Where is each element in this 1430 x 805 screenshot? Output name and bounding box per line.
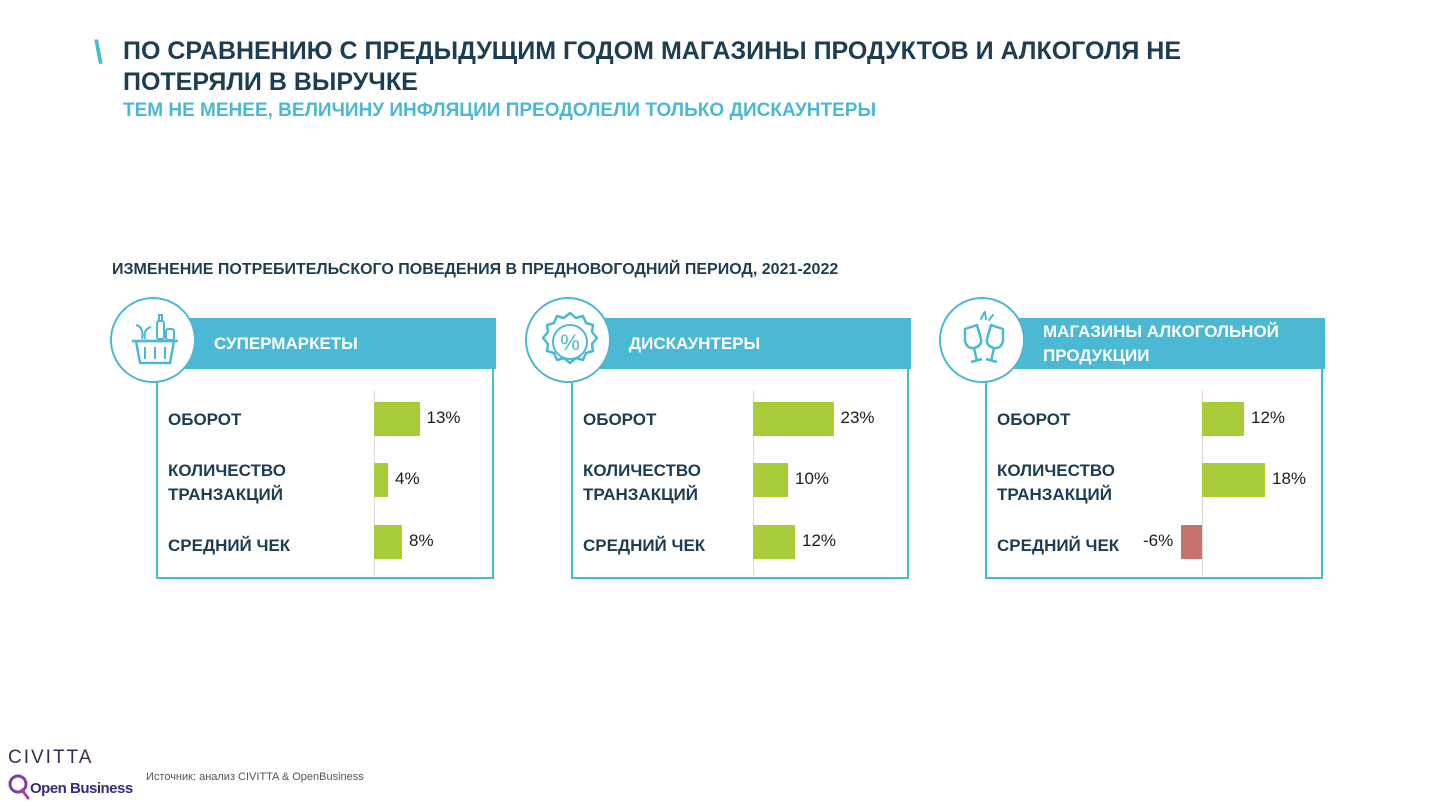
card-title: МАГАЗИНЫ АЛКОГОЛЬНОЙ ПРОДУКЦИИ bbox=[1043, 321, 1279, 365]
bar bbox=[1202, 463, 1265, 497]
row-label: ОБОРОТ bbox=[168, 410, 242, 429]
bar bbox=[1181, 525, 1202, 559]
bar bbox=[374, 402, 420, 436]
card-header: СУПЕРМАРКЕТЫ bbox=[156, 318, 496, 369]
bar bbox=[753, 525, 795, 559]
card-title: СУПЕРМАРКЕТЫ bbox=[214, 333, 358, 353]
card-header: МАГАЗИНЫ АЛКОГОЛЬНОЙ ПРОДУКЦИИ bbox=[985, 318, 1325, 369]
card-title: ДИСКАУНТЕРЫ bbox=[629, 333, 761, 353]
grocery-basket-icon-svg bbox=[132, 314, 178, 365]
row-label: СРЕДНИЙ ЧЕК bbox=[168, 536, 291, 555]
row-label: КОЛИЧЕСТВО ТРАНЗАКЦИЙ bbox=[168, 461, 286, 504]
title-accent-slash: \ bbox=[94, 34, 103, 70]
data-label: 23% bbox=[840, 408, 875, 427]
row-label: СРЕДНИЙ ЧЕК bbox=[997, 536, 1120, 555]
row-label: ОБОРОТ bbox=[583, 410, 657, 429]
civitta-logo: CIVITTA bbox=[8, 747, 94, 768]
bar bbox=[374, 525, 402, 559]
row-label: СРЕДНИЙ ЧЕК bbox=[583, 536, 706, 555]
row-label: КОЛИЧЕСТВО ТРАНЗАКЦИЙ bbox=[583, 461, 701, 504]
percent-badge-icon: % bbox=[525, 297, 611, 383]
data-label: 13% bbox=[426, 408, 461, 427]
chart-card: МАГАЗИНЫ АЛКОГОЛЬНОЙ ПРОДУКЦИИ ОБОРОТ 12% К… bbox=[985, 318, 1325, 579]
bar bbox=[753, 402, 834, 436]
openbusiness-q-icon bbox=[8, 774, 30, 800]
data-label: 8% bbox=[409, 531, 434, 550]
data-label: 18% bbox=[1272, 469, 1307, 488]
bar bbox=[753, 463, 788, 497]
row-label: КОЛИЧЕСТВО ТРАНЗАКЦИЙ bbox=[997, 461, 1115, 504]
page-subtitle: ТЕМ НЕ МЕНЕЕ, ВЕЛИЧИНУ ИНФЛЯЦИИ ПРЕОДОЛЕ… bbox=[123, 100, 877, 121]
bar bbox=[1202, 402, 1244, 436]
openbusiness-logo: Open Business bbox=[8, 772, 138, 800]
svg-text:%: % bbox=[560, 330, 580, 355]
row-label: ОБОРОТ bbox=[997, 410, 1071, 429]
chart-card: ДИСКАУНТЕРЫ ОБОРОТ 23% КОЛИЧЕСТВО ТРАНЗАКЦИ… bbox=[571, 318, 911, 579]
wine-glasses-icon bbox=[939, 297, 1025, 383]
data-label: 12% bbox=[802, 531, 837, 550]
data-label: 12% bbox=[1251, 408, 1286, 427]
source-note: Источник: анализ CIVITTA & OpenBusiness bbox=[146, 771, 364, 783]
wine-glasses-icon-svg bbox=[963, 311, 1005, 364]
chart-card: СУПЕРМАРКЕТЫ ОБОРОТ 13% КОЛИЧЕСТВО ТРАНЗАКЦ… bbox=[156, 318, 496, 579]
percent-badge-icon-svg: % bbox=[541, 311, 599, 365]
grocery-basket-icon bbox=[110, 297, 196, 383]
page-title: ПО СРАВНЕНИЮ С ПРЕДЫДУЩИМ ГОДОМ МАГАЗИНЫ… bbox=[123, 37, 1182, 96]
openbusiness-label: Open Business bbox=[30, 780, 133, 797]
card-header: ДИСКАУНТЕРЫ bbox=[571, 318, 911, 369]
data-label: 4% bbox=[395, 469, 420, 488]
section-title: ИЗМЕНЕНИЕ ПОТРЕБИТЕЛЬСКОГО ПОВЕДЕНИЯ В П… bbox=[112, 261, 839, 278]
data-label: -6% bbox=[1143, 531, 1174, 550]
data-label: 10% bbox=[795, 469, 830, 488]
bar bbox=[374, 463, 388, 497]
